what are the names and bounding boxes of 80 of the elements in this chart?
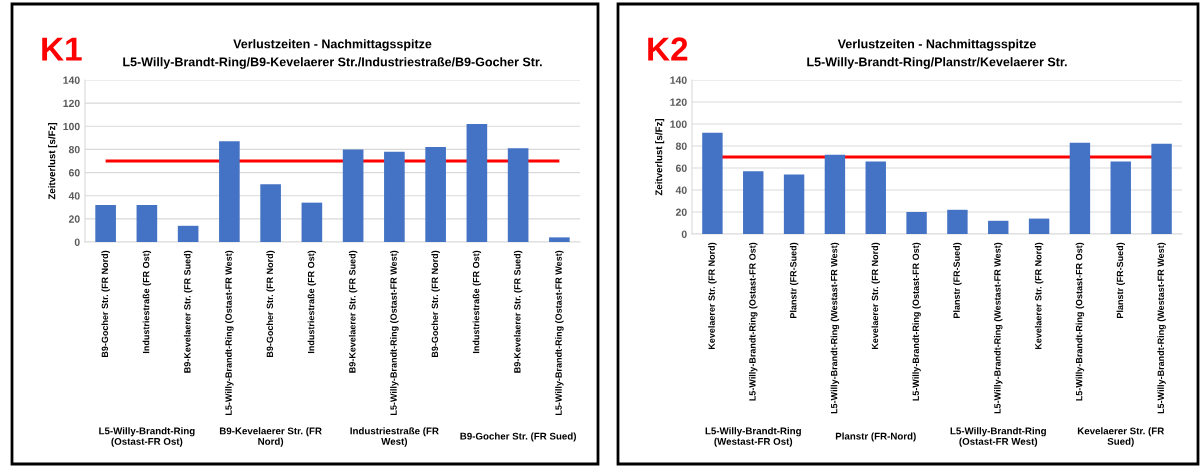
bar: [947, 209, 968, 234]
x-tick-label: L5-Willy-Brandt-Ring (Ostast-FR West): [390, 250, 399, 415]
text: L5-Willy-Brandt-Ring (Ostast-FR Ost): [99, 427, 195, 447]
bar: [177, 225, 199, 242]
y-tick-label: 120: [63, 99, 80, 108]
bar: [743, 171, 764, 234]
bar: [988, 220, 1009, 234]
y-tick-label: 140: [670, 76, 687, 84]
x-tick-label: Planstr (FR-Sued): [789, 242, 799, 318]
x-tick-label: Kevelaerer Str. (FR Nord): [871, 242, 880, 350]
text: K1: [42, 37, 82, 61]
y-tick-label: 20: [675, 208, 687, 216]
x-tick-label: L5-Willy-Brandt-Ring (Ostast-FR West): [225, 250, 234, 415]
chart-title: Verlustzeiten - Nachmittagsspitze: [233, 39, 432, 51]
bar: [384, 151, 405, 242]
x-tick-label: Industriestraße (FR Ost): [142, 250, 152, 354]
x-tick-label: L5-Willy-Brandt-Ring (Westast-FR West): [830, 242, 840, 414]
y-tick-label: 80: [68, 145, 80, 154]
x-tick-label: Industriestraße (FR Ost): [472, 250, 482, 354]
bar: [466, 123, 488, 242]
y-tick-label: 100: [63, 122, 80, 131]
bar: [865, 161, 886, 234]
x-tick-label: L5-Willy-Brandt-Ring (Ostast-FR Ost): [1075, 242, 1085, 401]
y-tick-label: 0: [681, 230, 687, 238]
y-tick-label: 120: [670, 98, 687, 106]
x-tick-label: L5-Willy-Brandt-Ring (Ostast-FR Ost): [749, 242, 758, 401]
x-tick-label: Planstr (FR-Sued): [1116, 242, 1125, 318]
y-tick-label: 40: [675, 186, 687, 194]
bar: [95, 204, 116, 242]
x-tick-label: L5-Willy-Brandt-Ring (Ostast-FR West): [555, 250, 564, 415]
bar: [549, 237, 570, 242]
x-tick-label: Industriestraße (FR Ost): [307, 250, 317, 354]
x-tick-label: B9-Kevelaerer Str. (FR Sued): [513, 250, 523, 373]
bar: [342, 149, 364, 242]
x-tick-label: Kevelaerer Str. (FR Nord): [1034, 242, 1044, 350]
bar: [1151, 143, 1172, 234]
x-tick-label: B9-Kevelaerer Str. (FR Sued): [348, 250, 358, 373]
y-tick-label: 60: [675, 164, 687, 172]
text: Industriestraße (FR West): [350, 427, 439, 447]
y-tick-label: 0: [74, 238, 80, 246]
bar: [702, 132, 723, 234]
text: Planstr (FR-Nord): [835, 432, 916, 442]
chart-subtitle: L5-Willy-Brandt-Ring/Planstr/Kevelaerer Str.: [807, 57, 1067, 69]
x-tick-label: L5-Willy-Brandt-Ring (Westast-FR West): [1157, 242, 1166, 414]
y-tick-label: 60: [68, 169, 80, 177]
text: L5-Willy-Brandt-Ring (Ostast-FR West): [950, 427, 1046, 447]
bar: [1028, 218, 1050, 234]
text: Kevelaerer Str. (FR Sued): [1077, 427, 1165, 447]
text: B9-Kevelaerer Str. (FR Nord): [219, 427, 322, 447]
bar: [425, 147, 446, 242]
y-axis-title: Zeitverlust [s/Fz]: [655, 118, 665, 196]
x-tick-label: Kevelaerer Str. (FR Nord): [708, 242, 717, 350]
y-tick-label: 20: [68, 215, 80, 223]
x-tick-label: B9-Gocher Str. (FR Nord): [101, 250, 110, 358]
bar: [507, 148, 529, 242]
chart-title: Verlustzeiten - Nachmittagsspitze: [837, 39, 1036, 51]
bar: [1110, 161, 1131, 234]
y-tick-label: 140: [63, 76, 80, 84]
text: K2: [648, 37, 688, 61]
y-axis-title: Zeitverlust [s/Fz]: [48, 122, 58, 200]
y-tick-label: 80: [675, 142, 687, 150]
bar: [824, 154, 846, 234]
bar: [219, 141, 240, 242]
x-tick-label: Planstr (FR-Sued): [953, 242, 962, 318]
text: L5-Willy-Brandt-Ring (Westast-FR Ost): [705, 427, 801, 447]
y-tick-label: 100: [670, 120, 687, 128]
x-tick-label: B9-Gocher Str. (FR Nord): [266, 250, 275, 358]
text: B9-Gocher Str. (FR Sued): [460, 432, 576, 442]
bar: [136, 204, 158, 242]
bar: [260, 184, 281, 242]
x-tick-label: L5-Willy-Brandt-Ring (Ostast-FR Ost): [912, 242, 921, 401]
y-tick-label: 40: [68, 192, 80, 200]
bar: [906, 212, 927, 234]
x-tick-label: B9-Gocher Str. (FR Nord): [431, 250, 440, 358]
bar: [301, 202, 323, 242]
chart-subtitle: L5-Willy-Brandt-Ring/B9-Kevelaerer Str./Industriestraße/B9-Gocher Str.: [123, 57, 542, 69]
bar: [1069, 142, 1091, 234]
x-tick-label: B9-Kevelaerer Str. (FR Sued): [183, 250, 193, 373]
bar: [783, 174, 805, 234]
x-tick-label: L5-Willy-Brandt-Ring (Westast-FR West): [994, 242, 1003, 414]
